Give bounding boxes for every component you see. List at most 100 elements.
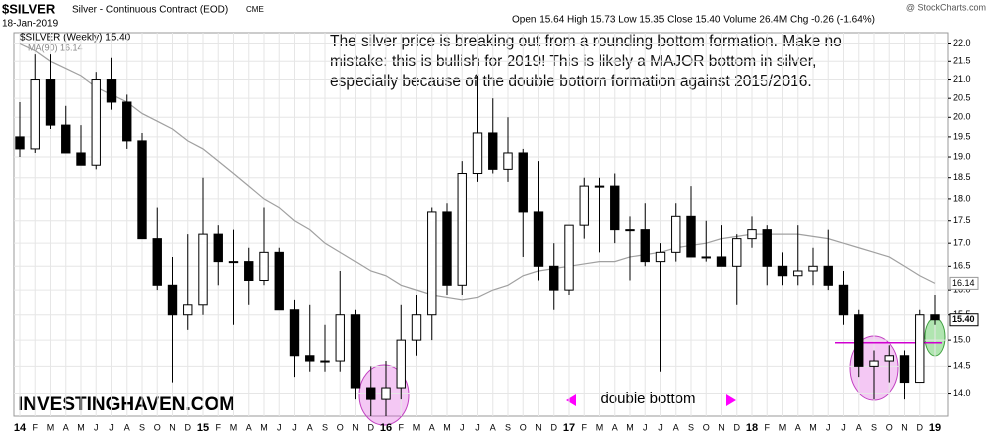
- x-tick-label: A: [490, 422, 496, 432]
- candle-body: [61, 124, 71, 154]
- x-tick-label: M: [626, 422, 634, 432]
- x-tick-label: M: [809, 422, 817, 432]
- candle-body: [228, 261, 239, 264]
- last-label: 15.40: [952, 314, 975, 324]
- x-tick-label: 15: [197, 422, 209, 434]
- last-label: 16.14: [952, 278, 975, 288]
- x-tick-label: F: [765, 422, 771, 432]
- x-tick-label: D: [551, 422, 558, 432]
- x-tick-label: F: [216, 422, 222, 432]
- y-tick-label: 14.0: [953, 388, 971, 398]
- x-tick-label: F: [33, 422, 39, 432]
- x-tick-label: N: [352, 422, 359, 432]
- last-label-box: [949, 276, 979, 290]
- x-tick-label: M: [77, 422, 85, 432]
- x-tick-label: O: [703, 422, 710, 432]
- x-tick-label: O: [520, 422, 527, 432]
- pattern-label: double bottom: [600, 390, 695, 407]
- x-tick-label: S: [688, 422, 694, 432]
- x-tick-label: D: [368, 422, 375, 432]
- x-tick-label: 17: [563, 422, 575, 434]
- x-tick-label: J: [460, 422, 465, 432]
- x-tick-label: N: [535, 422, 542, 432]
- candle-body: [167, 284, 178, 316]
- candle-body: [289, 309, 300, 357]
- candle-body: [594, 185, 605, 188]
- candle-body: [808, 265, 818, 272]
- x-tick-label: A: [856, 422, 862, 432]
- x-tick-label: A: [673, 422, 679, 432]
- x-tick-label: A: [307, 422, 313, 432]
- x-tick-label: S: [322, 422, 328, 432]
- candle-body: [625, 229, 635, 232]
- candle-body: [320, 360, 330, 363]
- candle-body: [899, 355, 910, 384]
- x-tick-label: J: [292, 422, 297, 432]
- candle-body: [457, 173, 467, 286]
- candle-body: [884, 355, 894, 362]
- y-tick-label: 19.0: [953, 151, 971, 161]
- x-tick-label: D: [917, 422, 924, 432]
- candle-body: [671, 215, 681, 253]
- candle-body: [335, 314, 345, 362]
- x-tick-label: J: [643, 422, 648, 432]
- candle-body: [610, 185, 620, 231]
- candle-body: [762, 229, 772, 267]
- candle-body: [823, 265, 833, 286]
- candle-body: [503, 152, 513, 170]
- candle-body: [533, 211, 544, 267]
- y-tick-label: 17.5: [953, 215, 971, 225]
- candle-body: [15, 136, 25, 150]
- x-tick-label: S: [871, 422, 877, 432]
- candle-body: [777, 265, 788, 277]
- x-tick-label: O: [337, 422, 344, 432]
- candle-body: [213, 233, 223, 263]
- candle-body: [198, 233, 208, 306]
- candle-body: [930, 314, 940, 321]
- x-tick-label: 16: [380, 422, 392, 434]
- x-tick-label: M: [779, 422, 787, 432]
- x-tick-label: 18: [746, 422, 758, 434]
- x-tick-label: O: [154, 422, 161, 432]
- x-tick-label: 14: [14, 422, 27, 434]
- candle-body: [915, 314, 925, 384]
- annotation-box: The silver price is breaking out from a …: [330, 33, 842, 90]
- candle-body: [549, 265, 559, 291]
- candle-body: [686, 215, 696, 258]
- candle-body: [122, 101, 132, 142]
- x-tick-label: M: [413, 422, 421, 432]
- x-tick-label: J: [475, 422, 480, 432]
- y-tick-label: 18.0: [953, 193, 971, 203]
- x-tick-label: D: [734, 422, 741, 432]
- x-tick-label: A: [63, 422, 69, 432]
- candle-body: [427, 211, 437, 316]
- x-tick-label: J: [277, 422, 282, 432]
- grid: [14, 33, 948, 416]
- candle-body: [274, 251, 284, 311]
- y-tick-label: 21.5: [953, 56, 971, 66]
- candle-body: [183, 304, 193, 316]
- quote: Open 15.64 High 15.73 Low 15.35 Close 15…: [512, 15, 875, 26]
- candle-body: [381, 387, 391, 400]
- candle-body: [732, 238, 742, 267]
- x-tick-label: J: [826, 422, 831, 432]
- arrow-right: [726, 394, 736, 406]
- x-tick-label: A: [246, 422, 252, 432]
- y-tick-label: 21.0: [953, 74, 971, 84]
- chart-title: Silver - Continuous Contract (EOD): [72, 5, 228, 16]
- legend-ma: MA(90) 16.14: [28, 42, 83, 52]
- candle-body: [518, 152, 528, 213]
- date: 18-Jan-2019: [2, 19, 59, 30]
- ma-line: [19, 42, 936, 301]
- x-tick-label: A: [429, 422, 435, 432]
- candle-body: [838, 284, 849, 316]
- x-tick-label: A: [795, 422, 801, 432]
- x-tick-label: A: [124, 422, 130, 432]
- candle-body: [259, 251, 269, 282]
- candle-body: [366, 387, 376, 400]
- candle-body: [91, 79, 101, 166]
- y-tick-label: 20.5: [953, 93, 971, 103]
- candle-body: [655, 251, 666, 263]
- candle-body: [472, 132, 483, 175]
- candle-body: [152, 238, 162, 286]
